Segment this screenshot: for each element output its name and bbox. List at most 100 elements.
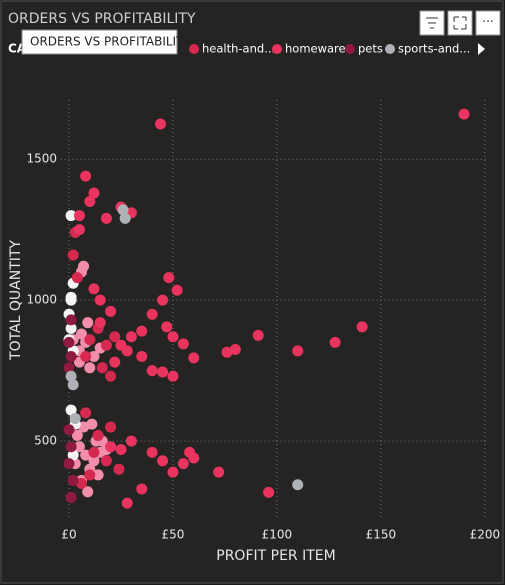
scatter-point — [82, 486, 94, 498]
scatter-point — [161, 321, 173, 333]
focus-glyph — [453, 16, 467, 30]
scatter-point — [177, 338, 189, 350]
legend-label: health-and... — [202, 42, 275, 56]
scatter-point — [252, 329, 264, 341]
scatter-point — [113, 463, 125, 475]
scatter-point — [105, 441, 117, 453]
scatter-point — [184, 446, 196, 458]
scatter-point — [157, 294, 169, 306]
scatter-point — [188, 352, 200, 364]
scatter-point — [63, 362, 75, 374]
scatter-point — [136, 325, 148, 337]
scatter-point — [100, 455, 112, 467]
focus-icon[interactable] — [447, 10, 473, 36]
scatter-point — [154, 118, 166, 130]
scatter-point — [329, 336, 341, 348]
scatter-point — [86, 418, 98, 430]
scatter-point — [136, 483, 148, 495]
scatter-point — [71, 272, 83, 284]
scatter-point — [109, 331, 121, 343]
x-tick-label: £50 — [162, 528, 185, 542]
scatter-point — [63, 458, 75, 470]
scatter-point — [146, 308, 158, 320]
scatter-point — [65, 370, 77, 382]
scatter-point — [84, 469, 96, 481]
x-axis-label: PROFIT PER ITEM — [216, 548, 335, 564]
scatter-point — [63, 424, 75, 436]
scatter-point — [100, 212, 112, 224]
legend-swatch — [385, 44, 395, 54]
scatter-point — [88, 351, 100, 363]
x-tick-label: £150 — [366, 528, 397, 542]
scatter-point — [73, 224, 85, 236]
scatter-point — [136, 351, 148, 363]
scatter-point — [80, 407, 92, 419]
scatter-point — [84, 362, 96, 374]
tooltip-box — [21, 29, 178, 55]
scatter-point — [88, 455, 100, 467]
scatter-point — [73, 210, 85, 222]
scatter-point — [65, 291, 77, 303]
scatter-point — [67, 379, 79, 391]
scatter-point — [84, 334, 96, 346]
more-icon[interactable] — [475, 10, 501, 36]
legend-swatch — [189, 44, 199, 54]
visual-icons[interactable]: ··· — [419, 10, 501, 36]
scatter-point — [75, 477, 87, 489]
scatter-point — [67, 449, 79, 461]
scatter-point — [92, 429, 104, 441]
scatter-point — [356, 321, 368, 333]
scatter-point — [73, 441, 85, 453]
scatter-point — [65, 351, 77, 363]
y-axis-label: TOTAL QUANTITY — [8, 240, 24, 361]
legend-next-arrow[interactable] — [478, 43, 485, 55]
scatter-point — [177, 458, 189, 470]
scatter-point — [263, 486, 275, 498]
scatter-point — [69, 413, 81, 425]
scatter-point — [117, 204, 129, 216]
scatter-point — [100, 339, 112, 351]
y-tick-label: 500 — [34, 434, 57, 448]
scatter-point — [92, 469, 104, 481]
legend-label: pets — [358, 42, 383, 56]
scatter-point — [119, 212, 131, 224]
more-glyph: ··· — [482, 15, 493, 29]
scatter-point — [146, 446, 158, 458]
scatter-point — [65, 491, 77, 503]
x-tick-label: £200 — [470, 528, 501, 542]
scatter-point — [67, 475, 79, 487]
scatter-point — [167, 331, 179, 343]
legend-label: homeware — [285, 42, 346, 56]
plot-area — [60, 100, 489, 520]
chart-title: ORDERS VS PROFITABILITY — [8, 11, 196, 27]
scatter-point — [67, 249, 79, 261]
scatter-point — [96, 362, 108, 374]
filter-glyph — [426, 17, 438, 29]
scatter-point — [88, 283, 100, 295]
scatter-point — [94, 317, 106, 329]
scatter-point — [167, 466, 179, 478]
x-tick-label: £100 — [262, 528, 293, 542]
y-tick-label: 1500 — [26, 152, 57, 166]
scatter-point — [65, 441, 77, 453]
scatter-point — [213, 466, 225, 478]
tooltip-text: ORDERS VS PROFITABILITY — [30, 35, 191, 49]
scatter-point — [157, 366, 169, 378]
scatter-point — [146, 365, 158, 377]
scatter-point — [163, 272, 175, 284]
scatter-point — [80, 351, 92, 363]
scatter-point — [94, 294, 106, 306]
scatter-point — [82, 317, 94, 329]
x-tick-label: £0 — [61, 528, 76, 542]
scatter-point — [105, 370, 117, 382]
scatter-point — [88, 187, 100, 199]
legend-label: sports-and... — [398, 42, 470, 56]
scatter-point — [125, 435, 137, 447]
scatter-point — [65, 314, 77, 326]
scatter-point — [80, 170, 92, 182]
scatter-point — [292, 345, 304, 357]
scatter-point — [115, 444, 127, 456]
scatter-point — [221, 346, 233, 358]
scatter-point — [229, 343, 241, 355]
